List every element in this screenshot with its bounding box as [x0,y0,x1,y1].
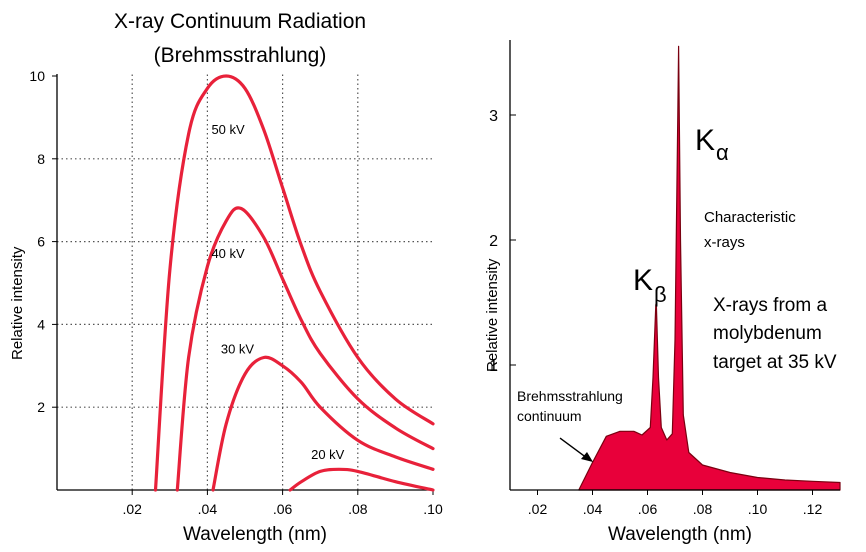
left-x-tick-label-3: .08 [348,501,368,517]
right-x-tick-label-0: .02 [528,501,548,517]
right-y-tick-label-1: 2 [489,233,498,250]
left-x-tick-label-2: .06 [273,501,293,517]
left-y-tick-label-4: 10 [29,68,45,84]
left-series-label-2: 30 kV [221,341,255,356]
left-series-label-3: 20 kV [311,447,345,462]
left-series-line-0 [153,74,435,492]
continuum-arrow-line [559,437,588,459]
left-y-tick-label-1: 4 [37,316,45,332]
left-x-tick-label-0: .02 [122,501,142,517]
continuum-arrow-head [581,452,593,462]
right-y-tick-label-2: 3 [489,108,498,125]
target-note-line-2: molybdenum [713,323,822,344]
left-y-tick-label-3: 8 [37,151,45,167]
k-beta-label: K [633,264,653,297]
left-x-tick-label-1: .04 [198,501,218,517]
left-x-tick-label-4: .10 [423,501,443,517]
k-beta-subscript: β [654,282,667,307]
right-x-axis-label: Wavelength (nm) [608,524,752,545]
right-y-tick-label-0: 1 [489,358,498,375]
right-x-tick-label-2: .06 [638,501,658,517]
left-series-line-3 [288,467,435,492]
right-x-tick-label-1: .04 [583,501,603,517]
continuum-label-line-1: Brehmsstrahlung [517,388,623,404]
left-series-label-0: 50 kV [211,122,245,137]
right-x-tick-label-5: .12 [803,501,823,517]
k-alpha-subscript: α [716,140,729,165]
right-x-tick-label-4: .10 [748,501,768,517]
left-series-line-2 [211,355,435,492]
characteristic-label-line-2: x-rays [704,234,745,251]
target-note-line-3: target at 35 kV [713,352,837,373]
left-series-label-1: 40 kV [211,246,245,261]
right-x-tick-label-3: .08 [693,501,713,517]
continuum-label-line-2: continuum [517,408,582,424]
characteristic-label-line-1: Characteristic [704,209,796,226]
right-spectrum-area [578,45,841,491]
left-chart-title: X-ray Continuum Radiation [113,10,367,33]
left-x-axis-label: Wavelength (nm) [183,524,327,545]
k-alpha-label: K [695,124,715,157]
left-chart-subtitle: (Brehmsstrahlung) [153,44,327,67]
target-note-line-1: X-rays from a [713,295,827,316]
left-y-tick-label-0: 2 [37,399,45,415]
left-series-line-1 [175,206,435,492]
left-y-tick-label-2: 6 [37,234,45,250]
